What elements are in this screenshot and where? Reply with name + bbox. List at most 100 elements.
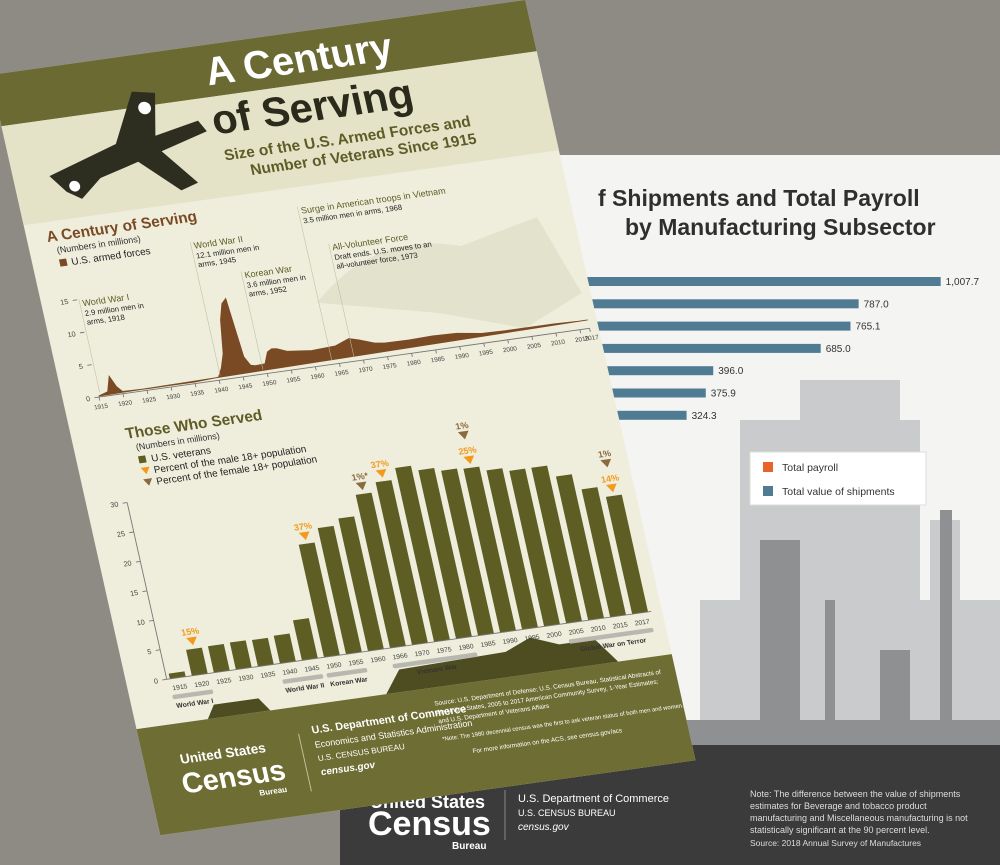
x-tick-label: 1925 — [216, 677, 233, 686]
x-tick-label: 2017 — [584, 334, 600, 343]
x-tick-label: 1980 — [406, 359, 422, 368]
note-line: manufacturing and Miscellaneous manufact… — [750, 813, 968, 823]
x-tick — [98, 397, 101, 401]
chart-title: by Manufacturing Subsector — [625, 214, 936, 240]
header-band — [0, 0, 537, 127]
x-tick — [242, 376, 245, 381]
legend-marker — [143, 478, 153, 486]
bar — [566, 366, 714, 376]
divider — [298, 733, 312, 792]
bar — [251, 637, 274, 667]
x-tick-label: 1990 — [454, 352, 470, 361]
bar — [463, 466, 516, 633]
x-tick-label: 2017 — [634, 619, 651, 628]
tank-silhouette — [207, 698, 271, 720]
y-tick — [87, 364, 92, 366]
plane-insignia — [138, 101, 151, 115]
percent-label: 37% — [293, 520, 313, 532]
x-tick-label: 1935 — [190, 389, 206, 398]
y-tick — [122, 502, 128, 504]
bureau: U.S. CENSUS BUREAU — [518, 808, 616, 818]
note-line: statistically significant at the 90 perc… — [750, 825, 930, 835]
percent-label: 1% — [454, 420, 469, 432]
x-tick-label: 1955 — [348, 659, 365, 668]
logo-bottom: Bureau — [258, 785, 288, 798]
paper — [0, 0, 696, 836]
legend-marker — [140, 466, 150, 475]
x-tick — [363, 359, 365, 364]
bar — [486, 468, 538, 630]
value-label: 396.0 — [718, 366, 743, 377]
y-tick-label: 15 — [129, 588, 139, 598]
x-tick — [338, 363, 341, 367]
x-tick-label: 1960 — [310, 372, 326, 381]
x-tick — [531, 336, 534, 341]
x-tick-label: 2000 — [502, 345, 518, 354]
area — [98, 297, 588, 397]
percent-marker — [600, 458, 612, 468]
note-line: Note: The difference between the value o… — [750, 789, 961, 799]
department: U.S. Department of Commerce — [518, 793, 669, 805]
y-tick-label: 25 — [116, 529, 126, 539]
front-sheet: A Century of Serving Size of the U.S. Ar… — [0, 0, 696, 836]
legend-box — [749, 451, 927, 506]
y-tick-label: 10 — [67, 329, 77, 339]
notes: Note: The difference between the value o… — [750, 789, 968, 835]
legend-swatch — [58, 258, 68, 267]
x-tick-label: 1915 — [172, 683, 189, 692]
x-tick — [435, 349, 437, 354]
bar — [509, 468, 560, 627]
bar — [317, 525, 362, 655]
x-tick — [555, 332, 558, 337]
x-tick-label: 1975 — [436, 646, 453, 655]
x-tick-label: 2005 — [568, 628, 585, 637]
percent-marker — [605, 483, 617, 493]
bar — [566, 277, 941, 286]
x-tick-label: 2010 — [590, 625, 607, 634]
percent-marker — [186, 636, 197, 646]
x-tick-label: 1920 — [118, 399, 134, 408]
percent-label: 37% — [370, 458, 390, 470]
x-tick-label: 1985 — [480, 640, 497, 649]
bar — [441, 468, 494, 636]
legend-swatch — [137, 455, 147, 464]
bar — [566, 321, 851, 331]
y-axis — [126, 502, 168, 680]
x-tick-label: 1930 — [238, 674, 255, 683]
y-tick — [129, 531, 134, 534]
war-span — [326, 667, 368, 678]
x-tick — [483, 343, 485, 347]
x-tick-label: 1980 — [458, 643, 475, 652]
x-tick — [411, 353, 413, 357]
bar — [605, 494, 649, 615]
x-tick-label: 1975 — [382, 362, 398, 371]
x-tick-label: 1930 — [166, 393, 182, 402]
annotation-leader — [189, 242, 221, 376]
x-tick-label: 1925 — [142, 396, 158, 405]
plane-insignia — [69, 180, 81, 192]
bar — [566, 410, 687, 420]
y-tick — [79, 331, 85, 334]
x-tick-label: 1995 — [524, 634, 541, 643]
x-tick — [122, 393, 125, 398]
x-tick-label: 1965 — [334, 369, 350, 378]
x-tick-label: 1940 — [282, 668, 299, 677]
value-label: 685.0 — [826, 344, 851, 355]
y-tick-label: 20 — [123, 559, 133, 569]
percent-label: 14% — [600, 473, 620, 485]
x-tick-label: 1970 — [358, 366, 374, 375]
value-label: 787.0 — [864, 299, 889, 310]
chart-title: f Shipments and Total Payroll — [598, 185, 920, 211]
percent-label: 15% — [180, 626, 200, 638]
x-tick-label: 2000 — [546, 631, 563, 640]
value-label: 1,007.7 — [946, 277, 980, 288]
value-label: 375.9 — [711, 389, 736, 400]
bar — [207, 643, 230, 673]
x-tick-label: 1950 — [262, 379, 278, 388]
x-tick-label: 1935 — [260, 671, 277, 680]
war-span — [568, 627, 654, 644]
x-tick — [507, 339, 510, 344]
x-tick — [314, 366, 317, 371]
percent-marker — [463, 455, 475, 465]
logo-main: Census — [368, 805, 491, 843]
